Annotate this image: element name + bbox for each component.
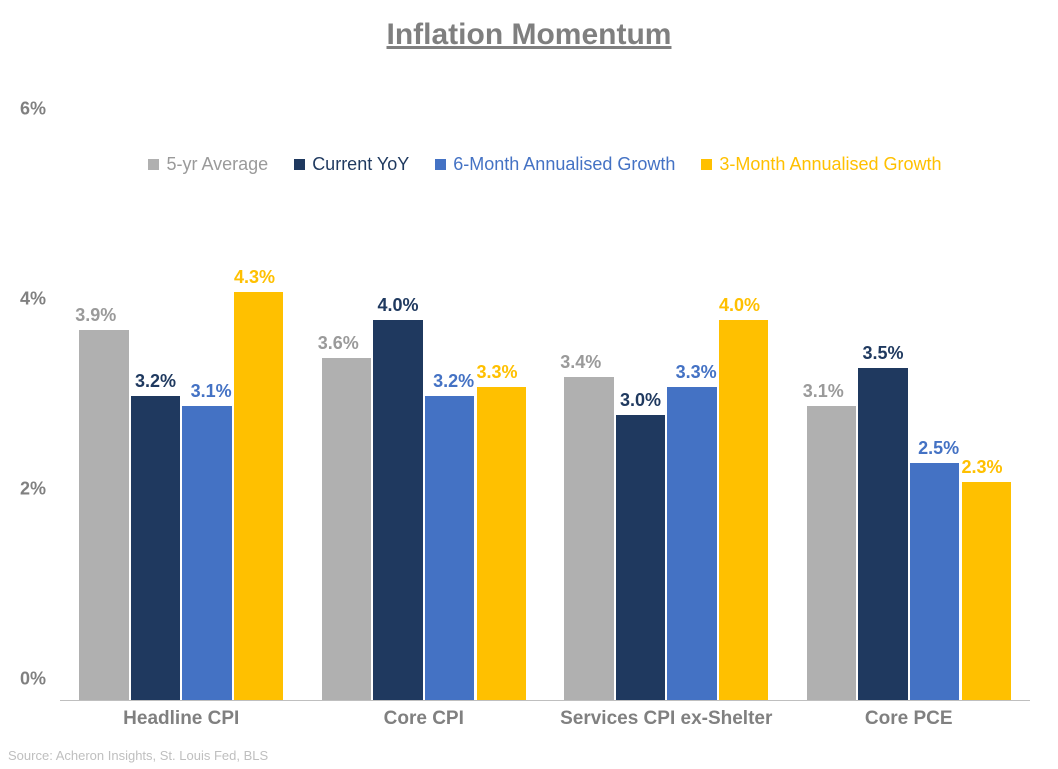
bar bbox=[910, 463, 959, 701]
bar-wrap: 3.3% bbox=[667, 130, 716, 700]
bar bbox=[182, 406, 231, 701]
bar bbox=[234, 292, 283, 701]
chart-title: Inflation Momentum bbox=[0, 18, 1058, 52]
category-group: 3.4%3.0%3.3%4.0%Services CPI ex-Shelter bbox=[545, 130, 788, 700]
bar-groups: 3.9%3.2%3.1%4.3%Headline CPI3.6%4.0%3.2%… bbox=[60, 130, 1030, 700]
bar bbox=[564, 377, 613, 700]
bar-cluster: 3.9% 3.2% 3.1% 4.3% bbox=[79, 130, 283, 700]
bar-value-label: 3.3% bbox=[476, 362, 517, 383]
category-label: Core PCE bbox=[788, 700, 1031, 730]
bar bbox=[477, 387, 526, 701]
bar-value-label: 3.4% bbox=[560, 352, 601, 373]
bar-wrap: 3.2% bbox=[131, 130, 180, 700]
y-axis-tick-label: 6% bbox=[20, 99, 60, 120]
bar-value-label: 2.3% bbox=[961, 457, 1002, 478]
category-group: 3.6%4.0%3.2%3.3%Core CPI bbox=[303, 130, 546, 700]
bar-value-label: 4.3% bbox=[234, 267, 275, 288]
category-label: Core CPI bbox=[303, 700, 546, 730]
bar-value-label: 3.6% bbox=[318, 333, 359, 354]
bar-value-label: 3.1% bbox=[191, 381, 232, 402]
bar bbox=[962, 482, 1011, 701]
plot-area: 3.9%3.2%3.1%4.3%Headline CPI3.6%4.0%3.2%… bbox=[60, 130, 1030, 701]
inflation-chart: Inflation Momentum 5-yr AverageCurrent Y… bbox=[0, 0, 1058, 769]
bar-wrap: 2.5% bbox=[910, 130, 959, 700]
bar-value-label: 4.0% bbox=[377, 295, 418, 316]
bar-wrap: 3.3% bbox=[477, 130, 526, 700]
bar-wrap: 4.0% bbox=[719, 130, 768, 700]
bar-wrap: 3.6% bbox=[322, 130, 371, 700]
bar-value-label: 3.2% bbox=[135, 371, 176, 392]
bar-value-label: 3.2% bbox=[433, 371, 474, 392]
bar bbox=[322, 358, 371, 700]
category-group: 3.1%3.5%2.5%2.3%Core PCE bbox=[788, 130, 1031, 700]
bar-wrap: 3.1% bbox=[182, 130, 231, 700]
y-axis-tick-label: 2% bbox=[20, 479, 60, 500]
bar-value-label: 2.5% bbox=[918, 438, 959, 459]
bar-wrap: 4.3% bbox=[234, 130, 283, 700]
source-attribution: Source: Acheron Insights, St. Louis Fed,… bbox=[8, 748, 268, 763]
category-group: 3.9%3.2%3.1%4.3%Headline CPI bbox=[60, 130, 303, 700]
bar-wrap: 3.1% bbox=[807, 130, 856, 700]
bar bbox=[858, 368, 907, 701]
bar-wrap: 3.0% bbox=[616, 130, 665, 700]
bar bbox=[373, 320, 422, 700]
bar bbox=[719, 320, 768, 700]
bar-cluster: 3.6% 4.0% 3.2%3.3% bbox=[322, 130, 526, 700]
y-axis-tick-label: 4% bbox=[20, 289, 60, 310]
bar bbox=[667, 387, 716, 701]
y-axis-tick-label: 0% bbox=[20, 669, 60, 690]
bar-value-label: 3.9% bbox=[75, 305, 116, 326]
bar bbox=[131, 396, 180, 700]
bar-wrap: 3.9% bbox=[79, 130, 128, 700]
bar-wrap: 4.0% bbox=[373, 130, 422, 700]
bar-value-label: 3.0% bbox=[620, 390, 661, 411]
bar-wrap: 3.4% bbox=[564, 130, 613, 700]
bar bbox=[425, 396, 474, 700]
bar-value-label: 4.0% bbox=[719, 295, 760, 316]
bar bbox=[807, 406, 856, 701]
bar-wrap: 3.5% bbox=[858, 130, 907, 700]
bar-value-label: 3.1% bbox=[803, 381, 844, 402]
category-label: Services CPI ex-Shelter bbox=[545, 700, 788, 730]
bar-wrap: 2.3% bbox=[962, 130, 1011, 700]
bar-value-label: 3.5% bbox=[862, 343, 903, 364]
bar bbox=[616, 415, 665, 700]
bar-value-label: 3.3% bbox=[676, 362, 717, 383]
bar-cluster: 3.1% 3.5% 2.5%2.3% bbox=[807, 130, 1011, 700]
bar bbox=[79, 330, 128, 701]
bar-wrap: 3.2% bbox=[425, 130, 474, 700]
category-label: Headline CPI bbox=[60, 700, 303, 730]
bar-cluster: 3.4% 3.0% 3.3% 4.0% bbox=[564, 130, 768, 700]
